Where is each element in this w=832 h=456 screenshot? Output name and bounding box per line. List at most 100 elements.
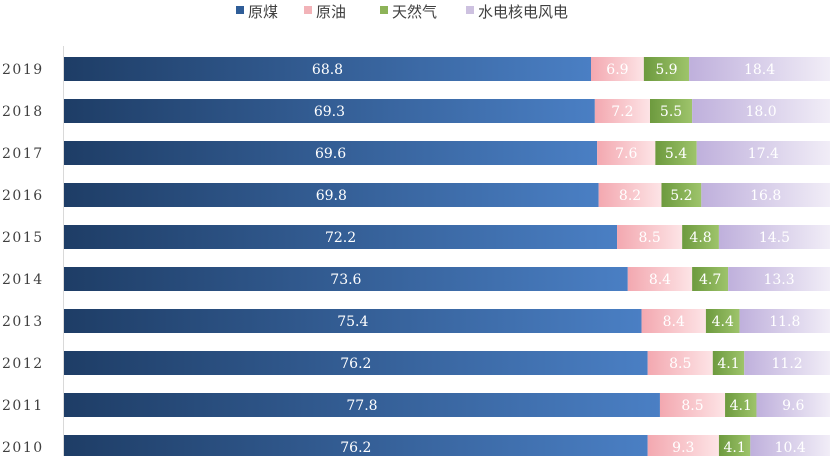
bar-segment-oil-2014 [627,267,693,291]
bar-segment-coal-2015 [64,225,618,249]
bar-segment-coal-2011 [64,393,660,417]
legend-swatch-gas [380,6,388,14]
bar-segment-oil-2019 [591,57,644,81]
bar-segment-gas-2018 [649,99,693,123]
bar-segment-coal-2013 [64,309,642,333]
value-label-coal-2019: 68.8 [312,62,343,78]
bar-segment-gas-2016 [661,183,702,207]
value-label-oil-2012: 8.5 [669,356,691,372]
year-label-2016: 2016 [2,188,44,204]
value-label-renewables-2017: 17.4 [748,146,779,162]
bar-segment-renewables-2014 [728,267,830,291]
bar-row-2014: 2014 73.6 8.4 4.7 13.3 [2,267,830,291]
bar-segment-oil-2015 [617,225,683,249]
bar-segment-gas-2013 [705,309,740,333]
value-label-oil-2013: 8.4 [663,314,685,330]
value-label-oil-2016: 8.2 [619,188,641,204]
value-label-coal-2015: 72.2 [325,230,356,246]
value-label-gas-2010: 4.1 [723,440,745,456]
bar-segment-oil-2016 [598,183,662,207]
bar-segment-gas-2017 [655,141,697,165]
value-label-oil-2019: 6.9 [606,62,628,78]
year-label-2019: 2019 [2,62,44,78]
bar-segment-coal-2017 [64,141,598,165]
bar-segment-coal-2012 [64,351,648,375]
legend-label-coal: 原煤 [248,3,278,21]
bar-segment-gas-2012 [712,351,745,375]
value-label-coal-2016: 69.8 [316,188,347,204]
value-label-gas-2016: 5.2 [670,188,692,204]
value-label-gas-2019: 5.9 [655,62,677,78]
bar-row-2010: 2010 76.2 9.3 4.1 10.4 [2,435,830,456]
bar-segment-gas-2015 [682,225,719,249]
bar-row-2018: 2018 69.3 7.2 5.5 18.0 [2,99,830,123]
value-label-renewables-2010: 10.4 [775,440,806,456]
bar-row-2011: 2011 77.8 8.5 4.1 9.6 [2,393,830,417]
year-label-2014: 2014 [2,272,44,288]
bar-segment-coal-2016 [64,183,599,207]
value-label-coal-2017: 69.6 [315,146,346,162]
value-label-coal-2011: 77.8 [346,398,377,414]
value-label-coal-2010: 76.2 [340,440,371,456]
bar-segment-renewables-2015 [718,225,830,249]
value-label-gas-2015: 4.8 [689,230,711,246]
year-label-2012: 2012 [2,356,44,372]
year-label-2018: 2018 [2,104,44,120]
bar-segment-renewables-2012 [744,351,830,375]
value-label-renewables-2012: 11.2 [772,356,803,372]
bar-segment-gas-2010 [718,435,751,456]
year-label-2011: 2011 [2,398,44,414]
bar-segment-renewables-2018 [692,99,830,123]
value-label-coal-2012: 76.2 [340,356,371,372]
year-label-2010: 2010 [2,440,44,456]
legend-item-coal: 原煤 [236,3,278,21]
bar-segment-gas-2011 [725,393,757,417]
bar-row-2016: 2016 69.8 8.2 5.2 16.8 [2,183,830,207]
legend-swatch-oil [304,6,312,14]
bar-row-2015: 2015 72.2 8.5 4.8 14.5 [2,225,830,249]
legend-item-gas: 天然气 [380,3,437,21]
value-label-renewables-2018: 18.0 [745,104,776,120]
value-label-renewables-2013: 11.8 [769,314,800,330]
legend: 原煤 原油 天然气 水电核电风电 [236,3,568,21]
bar-segment-renewables-2019 [689,57,830,81]
bar-row-2017: 2017 69.6 7.6 5.4 17.4 [2,141,830,165]
bar-segment-oil-2011 [659,393,726,417]
legend-item-oil: 原油 [304,3,346,21]
value-label-oil-2011: 8.5 [681,398,703,414]
value-label-renewables-2014: 13.3 [763,272,794,288]
bar-segment-coal-2019 [64,57,592,81]
legend-label-gas: 天然气 [392,3,437,21]
year-label-2013: 2013 [2,314,44,330]
value-label-oil-2014: 8.4 [649,272,671,288]
bar-segment-renewables-2016 [701,183,830,207]
bar-segment-oil-2010 [647,435,719,456]
bar-row-2019: 2019 68.8 6.9 5.9 18.4 [2,57,830,81]
legend-swatch-coal [236,6,244,14]
value-label-gas-2013: 4.4 [712,314,734,330]
bars-group: 2019 68.8 6.9 5.9 18.4 2018 69.3 7.2 5.5 18.0 2017… [2,57,830,456]
value-label-renewables-2016: 16.8 [750,188,781,204]
year-label-2017: 2017 [2,146,44,162]
bar-segment-renewables-2017 [696,141,830,165]
bar-segment-coal-2010 [64,435,648,456]
bar-segment-coal-2014 [64,267,628,291]
value-label-gas-2017: 5.4 [665,146,687,162]
bar-segment-oil-2017 [597,141,656,165]
bar-segment-gas-2014 [692,267,729,291]
value-label-renewables-2015: 14.5 [759,230,790,246]
value-label-gas-2018: 5.5 [660,104,682,120]
bar-segment-renewables-2011 [756,393,830,417]
bar-segment-renewables-2010 [750,435,830,456]
legend-label-oil: 原油 [316,3,346,21]
legend-item-renewables: 水电核电风电 [466,3,568,21]
bar-segment-oil-2012 [647,351,713,375]
bar-segment-oil-2013 [641,309,706,333]
legend-swatch-renewables [466,6,474,14]
bar-segment-coal-2018 [64,99,595,123]
value-label-oil-2015: 8.5 [638,230,660,246]
legend-label-renewables: 水电核电风电 [478,3,568,21]
bar-segment-gas-2019 [643,57,690,81]
